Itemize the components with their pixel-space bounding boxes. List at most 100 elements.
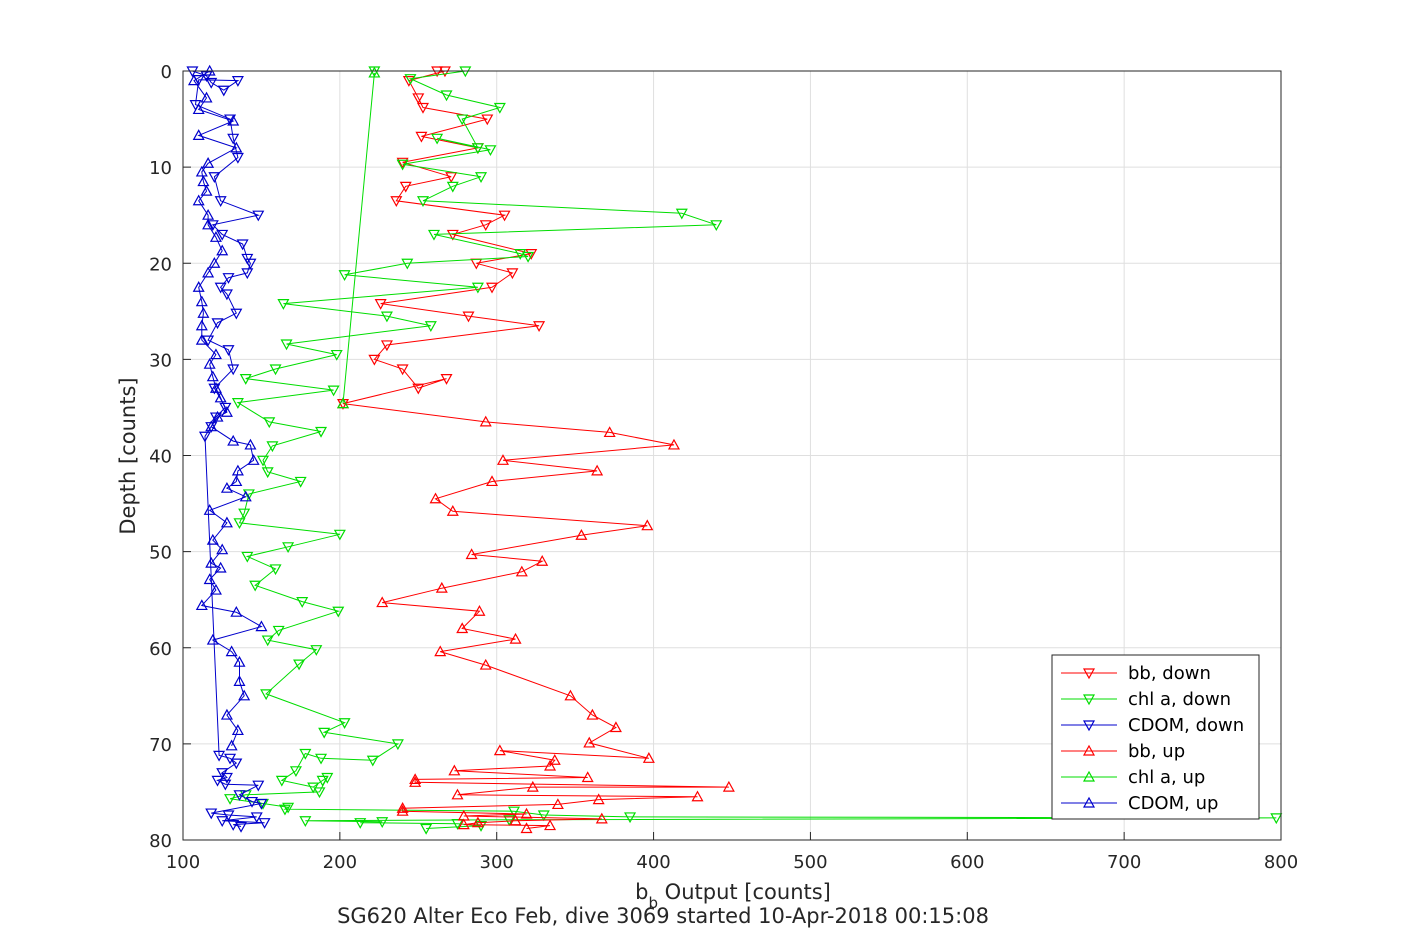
legend-marker	[1082, 694, 1096, 706]
data-point	[376, 817, 389, 828]
data-point	[278, 804, 291, 816]
data-point	[409, 776, 422, 787]
data-point	[208, 257, 221, 268]
data-point	[396, 157, 409, 169]
data-point	[203, 357, 216, 369]
data-point	[241, 268, 254, 280]
data-point	[192, 129, 205, 141]
data-point	[224, 794, 237, 805]
data-point	[451, 819, 464, 830]
data-point	[216, 816, 229, 828]
data-point	[239, 490, 252, 502]
data-point	[216, 244, 229, 256]
data-point	[456, 114, 469, 126]
data-point	[255, 798, 268, 810]
data-point	[368, 66, 381, 78]
data-point	[275, 775, 288, 787]
data-point	[525, 249, 538, 260]
x-axis-label: bb Output [counts]	[635, 880, 831, 912]
data-point	[266, 441, 279, 453]
data-point	[195, 333, 208, 345]
data-point	[238, 508, 251, 520]
data-point	[522, 251, 535, 263]
data-point	[507, 806, 520, 818]
data-point	[211, 410, 224, 422]
series-line	[229, 70, 1277, 829]
data-point	[310, 645, 323, 656]
data-point	[544, 819, 557, 831]
data-point	[451, 788, 464, 800]
data-point	[206, 370, 219, 382]
data-point	[231, 724, 244, 736]
data-point	[493, 102, 506, 114]
data-point	[225, 645, 238, 657]
data-point	[471, 282, 484, 294]
data-point	[205, 808, 218, 820]
data-point	[316, 775, 329, 787]
data-point	[473, 604, 486, 616]
data-point	[514, 249, 527, 260]
data-point	[354, 818, 367, 829]
data-point	[205, 77, 218, 89]
data-point	[399, 181, 412, 193]
data-point	[238, 689, 251, 701]
data-point	[575, 529, 588, 540]
data-point	[465, 548, 478, 560]
data-point	[642, 752, 655, 763]
data-point	[332, 606, 345, 618]
data-point	[293, 659, 306, 671]
data-point	[208, 172, 221, 183]
y-axis-label: Depth [counts]	[116, 377, 140, 534]
data-point	[1270, 813, 1283, 825]
data-point	[446, 229, 459, 241]
data-point	[537, 810, 550, 822]
y-tick-label: 40	[149, 447, 172, 468]
data-point	[231, 464, 244, 476]
data-point	[581, 771, 594, 783]
data-point	[446, 505, 459, 516]
data-point	[192, 281, 205, 292]
legend-label: chl a, down	[1128, 689, 1231, 710]
data-point	[230, 758, 243, 770]
data-point	[396, 364, 409, 376]
data-point	[244, 258, 257, 270]
x-tick-label: 400	[636, 852, 670, 873]
data-point	[282, 542, 295, 554]
data-point	[203, 573, 216, 585]
data-point	[202, 157, 215, 168]
data-point	[214, 561, 227, 573]
series-1	[224, 66, 1283, 835]
data-point	[192, 194, 205, 206]
data-point	[591, 464, 604, 476]
data-point	[200, 91, 213, 103]
data-point	[195, 319, 208, 331]
data-point	[376, 596, 389, 608]
data-point	[380, 340, 393, 352]
data-point	[475, 172, 488, 183]
data-point	[249, 580, 262, 592]
data-point	[252, 210, 265, 222]
data-point	[231, 398, 244, 409]
data-point	[481, 114, 494, 126]
legend-marker	[1082, 770, 1096, 782]
y-tick-label: 30	[149, 350, 172, 371]
data-point	[416, 196, 430, 208]
data-point	[330, 349, 343, 361]
data-point	[440, 90, 453, 102]
data-point	[197, 306, 210, 318]
data-point	[440, 374, 453, 385]
data-point	[462, 311, 475, 323]
data-point	[318, 727, 331, 739]
data-point	[479, 220, 492, 232]
data-point	[239, 374, 252, 385]
data-point	[214, 282, 227, 294]
data-point	[242, 489, 255, 501]
data-point	[294, 476, 307, 488]
data-point	[202, 266, 215, 278]
legend-box	[1051, 654, 1260, 820]
data-point	[202, 335, 215, 347]
x-tick-label: 300	[480, 852, 514, 873]
data-point	[192, 103, 205, 115]
data-point	[220, 406, 233, 417]
data-point	[415, 131, 428, 143]
